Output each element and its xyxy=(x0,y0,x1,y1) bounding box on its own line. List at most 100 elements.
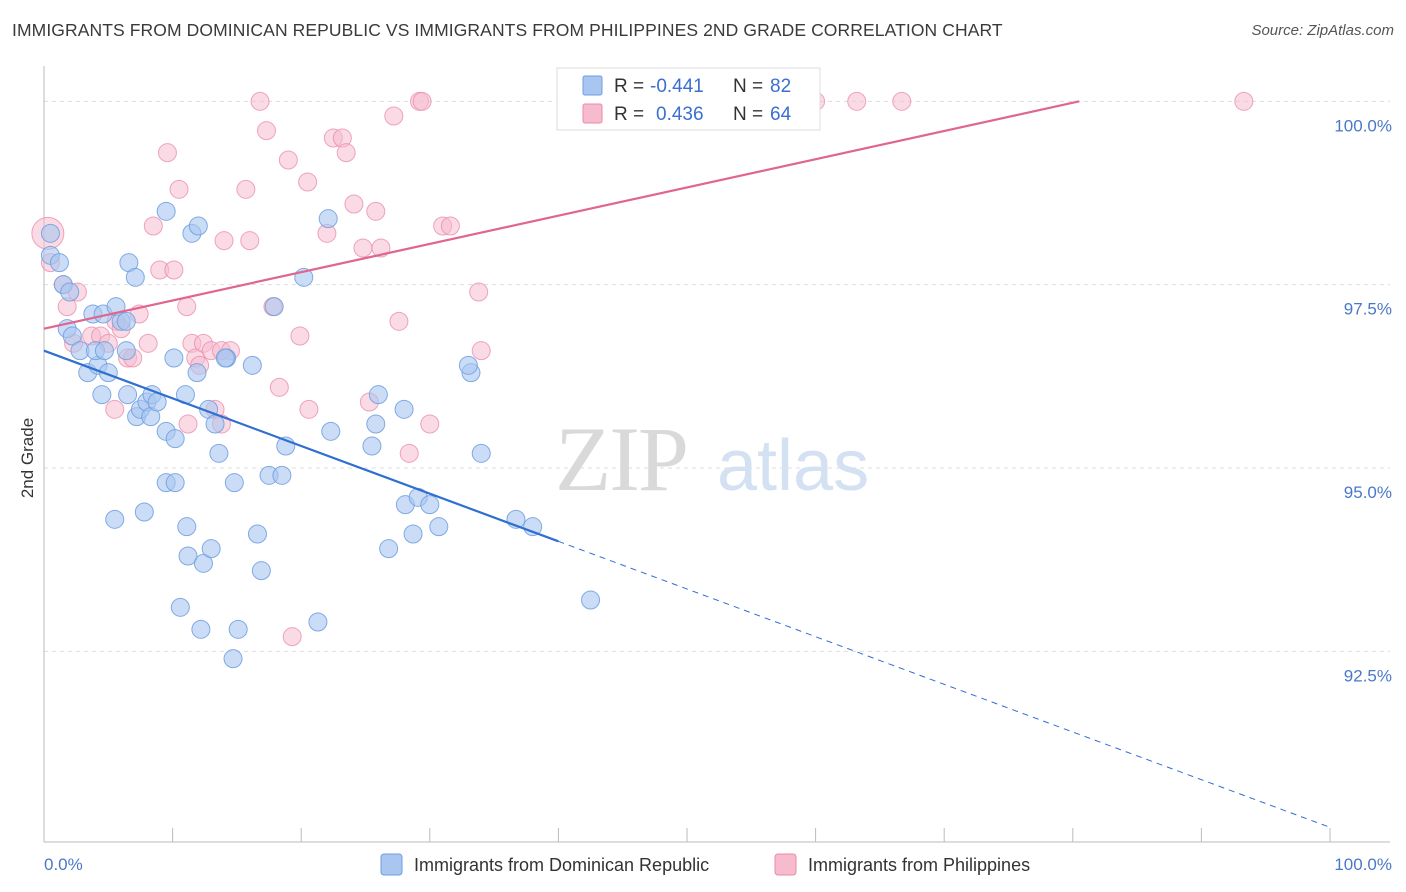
point-philippines-36 xyxy=(256,121,276,141)
legend-r-label-blue: R = xyxy=(614,76,644,97)
point-dominican-63 xyxy=(247,524,267,544)
point-philippines-56 xyxy=(412,91,432,111)
y-axis-title: 2nd Grade xyxy=(18,418,37,498)
point-dominican-70 xyxy=(429,517,449,537)
x-tick-label-right: 100.0% xyxy=(1334,855,1392,874)
point-dominican-56 xyxy=(165,473,185,493)
point-dominican-33 xyxy=(205,414,225,434)
point-dominican-68 xyxy=(403,524,423,544)
point-philippines-38 xyxy=(269,377,289,397)
legend-r-value-blue: -0.441 xyxy=(650,76,704,97)
trendline-philippines xyxy=(43,100,1080,330)
point-philippines-31 xyxy=(157,143,177,163)
point-philippines-42 xyxy=(298,172,318,192)
chart-source: Source: ZipAtlas.com xyxy=(1251,22,1394,39)
point-dominican-30 xyxy=(164,348,184,368)
series-dominican-points xyxy=(40,201,601,669)
point-philippines-47 xyxy=(344,194,364,214)
legend-n-label-blue: N = xyxy=(733,76,763,97)
point-philippines-60 xyxy=(469,282,489,302)
legend-bottom-label-pink: Immigrants from Philippines xyxy=(808,855,1030,875)
point-dominican-44 xyxy=(318,209,338,229)
point-philippines-63 xyxy=(847,91,867,111)
point-dominican-64 xyxy=(251,561,271,581)
point-philippines-50 xyxy=(366,201,386,221)
point-dominican-47 xyxy=(362,436,382,456)
stats-legend: R = -0.441 N = 82 R = 0.436 N = 64 xyxy=(556,67,821,131)
point-dominican-42 xyxy=(264,297,284,317)
point-philippines-33 xyxy=(236,179,256,199)
point-dominican-19 xyxy=(116,341,136,361)
point-philippines-29 xyxy=(105,399,125,419)
point-dominican-75 xyxy=(228,619,248,639)
point-philippines-54 xyxy=(399,443,419,463)
point-dominican-46 xyxy=(321,421,341,441)
point-philippines-66 xyxy=(282,627,302,647)
trendlines xyxy=(43,100,1331,828)
point-dominican-20 xyxy=(118,385,138,405)
point-dominican-35 xyxy=(215,348,235,368)
point-dominican-37 xyxy=(156,201,176,221)
point-philippines-41 xyxy=(299,399,319,419)
y-tick-label-2: 97.5% xyxy=(1344,300,1392,319)
point-philippines-32 xyxy=(214,231,234,251)
legend-n-value-pink: 64 xyxy=(770,104,792,125)
point-philippines-53 xyxy=(389,311,409,331)
point-philippines-64 xyxy=(892,91,912,111)
point-philippines-59 xyxy=(440,216,460,236)
point-dominican-62 xyxy=(201,539,221,559)
point-dominican-77 xyxy=(308,612,328,632)
series-legend: Immigrants from Dominican Republic Immig… xyxy=(380,853,1030,876)
series-philippines-points xyxy=(31,91,1254,647)
point-philippines-40 xyxy=(290,326,310,346)
point-dominican-36 xyxy=(242,355,262,375)
point-dominican-61 xyxy=(193,553,213,573)
point-dominican-76 xyxy=(223,649,243,669)
point-dominican-65 xyxy=(379,539,399,559)
point-philippines-51 xyxy=(371,238,391,258)
point-dominican-59 xyxy=(177,517,197,537)
x-tick-labels: 0.0% 100.0% xyxy=(44,855,1392,874)
point-dominican-52 xyxy=(224,473,244,493)
point-dominican-48 xyxy=(368,385,388,405)
point-philippines-35 xyxy=(250,91,270,111)
watermark-zip: ZIP xyxy=(555,408,687,510)
point-dominican-2 xyxy=(49,253,69,273)
point-dominican-79 xyxy=(458,355,478,375)
point-philippines-14 xyxy=(138,333,158,353)
trendline-dominican-dashed xyxy=(558,540,1331,828)
point-philippines-15 xyxy=(143,216,163,236)
point-dominican-0 xyxy=(40,223,60,243)
point-philippines-48 xyxy=(353,238,373,258)
point-philippines-18 xyxy=(177,297,197,317)
point-philippines-39 xyxy=(278,150,298,170)
point-dominican-80 xyxy=(471,443,491,463)
watermark-atlas: atlas xyxy=(717,426,869,506)
legend-bottom-swatch-pink xyxy=(774,853,797,876)
legend-bottom-swatch-blue xyxy=(380,853,403,876)
watermark: ZIP atlas xyxy=(555,408,869,510)
legend-swatch-blue xyxy=(582,75,603,96)
point-dominican-17 xyxy=(92,385,112,405)
legend-r-value-pink: 0.436 xyxy=(656,104,704,125)
point-dominican-54 xyxy=(272,465,292,485)
y-tick-label-1: 95.0% xyxy=(1344,483,1392,502)
point-dominican-41 xyxy=(125,267,145,287)
legend-bottom-label-blue: Immigrants from Dominican Republic xyxy=(414,855,709,875)
point-dominican-60 xyxy=(178,546,198,566)
point-dominican-39 xyxy=(188,216,208,236)
point-philippines-65 xyxy=(1234,91,1254,111)
point-dominican-16 xyxy=(94,341,114,361)
point-philippines-52 xyxy=(384,106,404,126)
legend-swatch-pink xyxy=(582,103,603,124)
point-dominican-31 xyxy=(187,363,207,383)
legend-r-label-pink: R = xyxy=(614,104,644,125)
legend-n-label-pink: N = xyxy=(733,104,763,125)
point-dominican-51 xyxy=(209,443,229,463)
point-philippines-46 xyxy=(336,143,356,163)
point-dominican-49 xyxy=(366,414,386,434)
y-tick-labels: 92.5% 95.0% 97.5% 100.0% xyxy=(1334,116,1392,685)
point-philippines-57 xyxy=(420,414,440,434)
point-philippines-17 xyxy=(164,260,184,280)
